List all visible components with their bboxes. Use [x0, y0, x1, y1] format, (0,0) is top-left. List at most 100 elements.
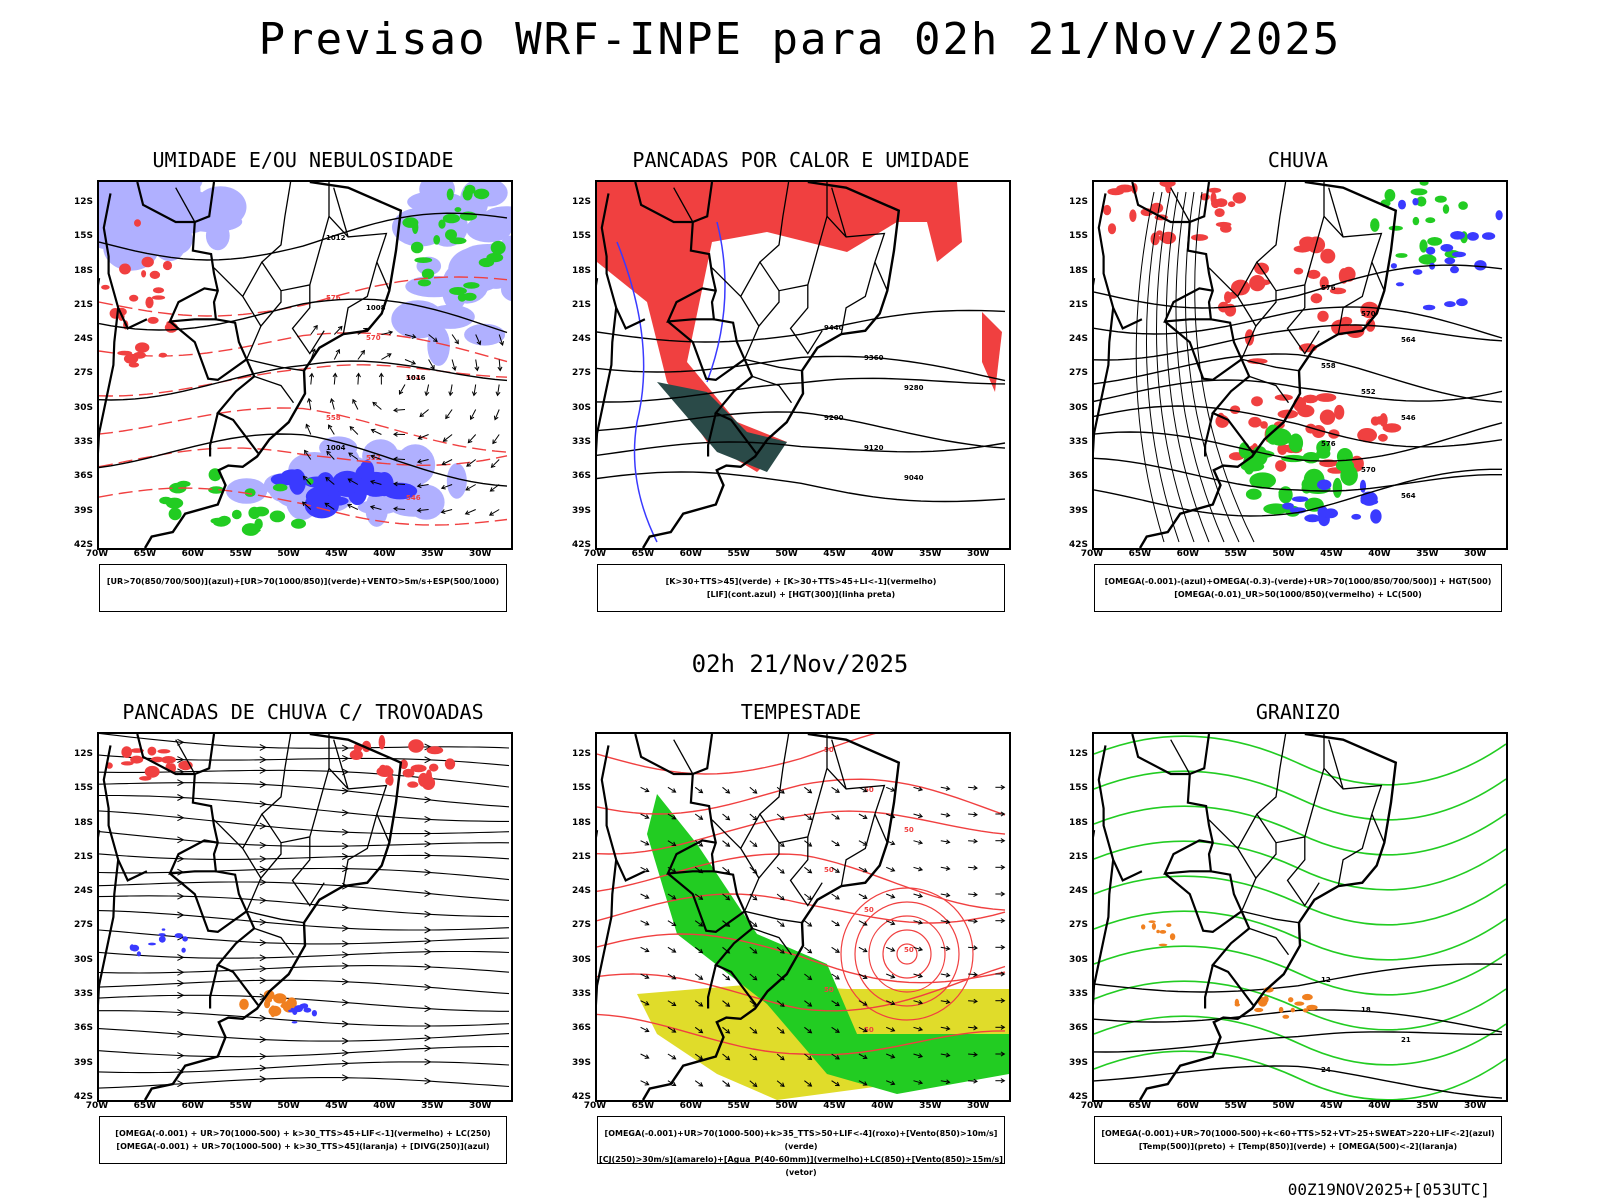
streamline-arrow — [424, 815, 432, 823]
wind-vector — [804, 946, 812, 954]
shaded-area — [408, 739, 424, 753]
wind-vector-head — [835, 921, 840, 927]
shaded-area — [1495, 210, 1503, 221]
wind-vector-head — [1000, 998, 1006, 1004]
lon-tick-label: 65W — [1128, 549, 1152, 559]
streamline-arrow — [341, 1049, 350, 1057]
shaded-area — [1316, 448, 1331, 459]
wind-vector — [640, 893, 649, 899]
lon-tick-label: 40W — [373, 549, 396, 559]
streamline — [1135, 191, 1165, 543]
wind-vector-head — [440, 509, 446, 514]
shaded-area — [231, 509, 242, 520]
wind-vector-head — [835, 1028, 840, 1033]
state-border — [1371, 813, 1385, 843]
shaded-area — [303, 1007, 312, 1013]
panel-title-trovoadas: PANCADAS DE CHUVA C/ TROVOADAS — [122, 700, 484, 724]
wind-vector-head — [302, 475, 308, 481]
shaded-area — [1444, 301, 1456, 308]
shaded-area — [139, 776, 152, 781]
wind-vector — [640, 1000, 649, 1006]
wind-vector — [348, 452, 359, 460]
shaded-area — [99, 185, 134, 206]
state-border — [291, 284, 325, 355]
shaded-area — [1158, 943, 1168, 947]
streamline-arrow — [341, 1059, 350, 1067]
shaded-area — [1335, 459, 1355, 472]
legend-line: [OMEGA(-0.01)_UR>50(1000/850)(vermelho) … — [1174, 590, 1422, 599]
wind-vector-head — [644, 947, 650, 953]
lat-tick-label: 42S — [1068, 540, 1088, 550]
main-title: Previsao WRF-INPE para 02h 21/Nov/2025 — [258, 14, 1342, 65]
lat-tick-label: 18S — [571, 817, 591, 828]
legend-line: [OMEGA(-0.001)+UR>70(1000-500)+k>35_TTS>… — [604, 1129, 998, 1151]
wind-vector — [640, 1080, 649, 1086]
legend-pancadas_calor: [K>30+TTS>45](verde) + [K>30+TTS>45+LI<-… — [597, 564, 1005, 612]
wind-vector — [428, 334, 438, 342]
lat-tick-label: 18S — [1068, 817, 1088, 828]
streamline — [99, 1045, 510, 1058]
lat-tick-label: 27S — [1068, 368, 1088, 379]
contour-label: 564 — [406, 374, 421, 382]
state-border — [1323, 767, 1383, 887]
contour-line — [1094, 468, 1502, 517]
lat-tick-label: 36S — [73, 1023, 93, 1034]
country-border — [667, 320, 746, 382]
lat-tick-label: 33S — [571, 437, 591, 448]
shaded-area — [1141, 924, 1146, 930]
shaded-area — [208, 486, 225, 494]
wind-vector-head — [369, 505, 375, 510]
wind-vector-head — [780, 842, 785, 848]
shaded-area — [1450, 265, 1459, 274]
wind-vector — [694, 946, 703, 954]
streamline-arrow — [259, 1052, 267, 1060]
contour-line — [1094, 264, 1503, 309]
lon-tick-label: 65W — [631, 549, 655, 559]
shaded-area — [1248, 416, 1262, 428]
wind-vector-head — [489, 487, 495, 492]
shaded-area — [1422, 304, 1436, 311]
wind-vector — [333, 326, 343, 335]
shaded-area — [288, 469, 306, 495]
shaded-area — [1458, 201, 1468, 210]
wind-vector-head — [499, 340, 504, 346]
wind-vector — [968, 786, 978, 789]
wind-vector-head — [780, 1082, 785, 1088]
wind-vector-head — [1000, 838, 1006, 844]
shaded-area — [349, 749, 363, 760]
wind-vector — [886, 866, 895, 872]
streamline — [99, 895, 510, 918]
wind-vector — [886, 813, 895, 818]
contour-label: 21 — [1401, 1036, 1411, 1044]
wind-vector — [968, 1080, 978, 1082]
shaded-area — [176, 480, 191, 487]
wind-vector-head — [474, 366, 480, 372]
state-border — [1328, 739, 1344, 790]
wind-vector-head — [973, 838, 978, 844]
wind-vector — [308, 398, 312, 410]
lat-tick-label: 18S — [1068, 265, 1088, 276]
wind-vector-head — [973, 865, 978, 871]
streamline-arrow — [177, 814, 185, 822]
shaded-area — [1257, 997, 1268, 1007]
wind-vector — [940, 920, 950, 923]
wind-vector-head — [862, 1027, 868, 1033]
wind-vector — [449, 384, 453, 396]
shaded-area — [1334, 404, 1345, 420]
wind-vector-head — [835, 1001, 840, 1007]
wind-vector-head — [388, 330, 394, 336]
lat-tick-label: 39S — [1068, 1057, 1088, 1068]
state-border — [1248, 927, 1290, 956]
wind-vector-head — [780, 949, 785, 954]
contour-label: 558 — [326, 414, 341, 422]
shaded-area — [1357, 428, 1377, 443]
wind-vector-head — [469, 415, 475, 421]
shaded-area — [1297, 404, 1315, 418]
streamline — [99, 831, 510, 847]
wind-vector-head — [835, 895, 840, 900]
wind-vector-head — [671, 788, 677, 793]
state-border — [1286, 284, 1320, 355]
streamline-arrow — [177, 794, 185, 801]
country-border — [707, 964, 717, 1009]
shaded-area — [378, 735, 386, 750]
